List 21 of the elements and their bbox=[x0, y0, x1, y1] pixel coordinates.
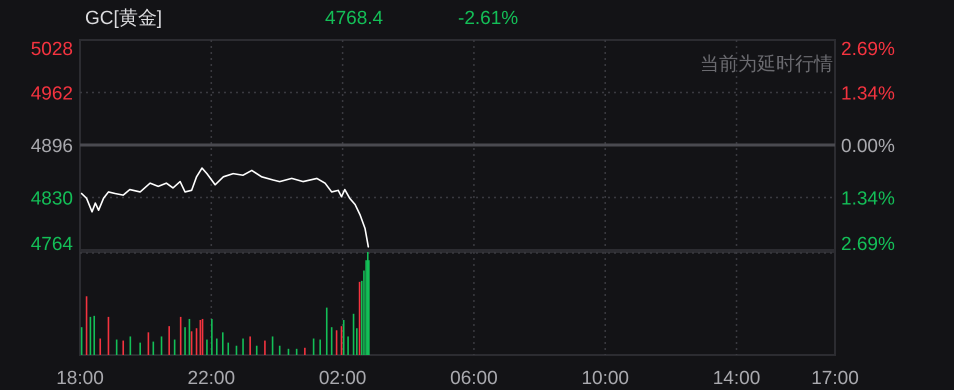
y2-tick-label: 1.34% bbox=[841, 188, 895, 210]
y-tick-label: 4962 bbox=[30, 84, 73, 104]
x-tick-label: 17:00 bbox=[811, 368, 859, 389]
y2-tick-label: 2.69% bbox=[841, 39, 895, 60]
y2-tick-label: 0.00% bbox=[841, 136, 895, 157]
y-tick-label: 4830 bbox=[30, 188, 73, 210]
y-tick-label: 4764 bbox=[30, 234, 74, 255]
chart-title: GC[黄金] bbox=[85, 8, 162, 29]
y2-tick-label: 1.34% bbox=[841, 84, 895, 105]
y2-tick-label: 2.69% bbox=[841, 234, 895, 255]
text: 4768.4 bbox=[325, 8, 384, 29]
y-tick-label: 4896 bbox=[30, 136, 73, 157]
x-tick-label: 10:00 bbox=[581, 368, 629, 389]
x-tick-label: 22:00 bbox=[188, 368, 236, 389]
x-tick-label: 02:00 bbox=[318, 368, 366, 389]
x-tick-label: 06:00 bbox=[450, 368, 498, 389]
text: -2.61% bbox=[458, 8, 518, 29]
x-tick-label: 18:00 bbox=[56, 368, 104, 389]
y-tick-label: 5028 bbox=[30, 39, 73, 60]
x-tick-label: 14:00 bbox=[712, 368, 760, 389]
annotation: 当前为延时行情 bbox=[700, 54, 833, 75]
